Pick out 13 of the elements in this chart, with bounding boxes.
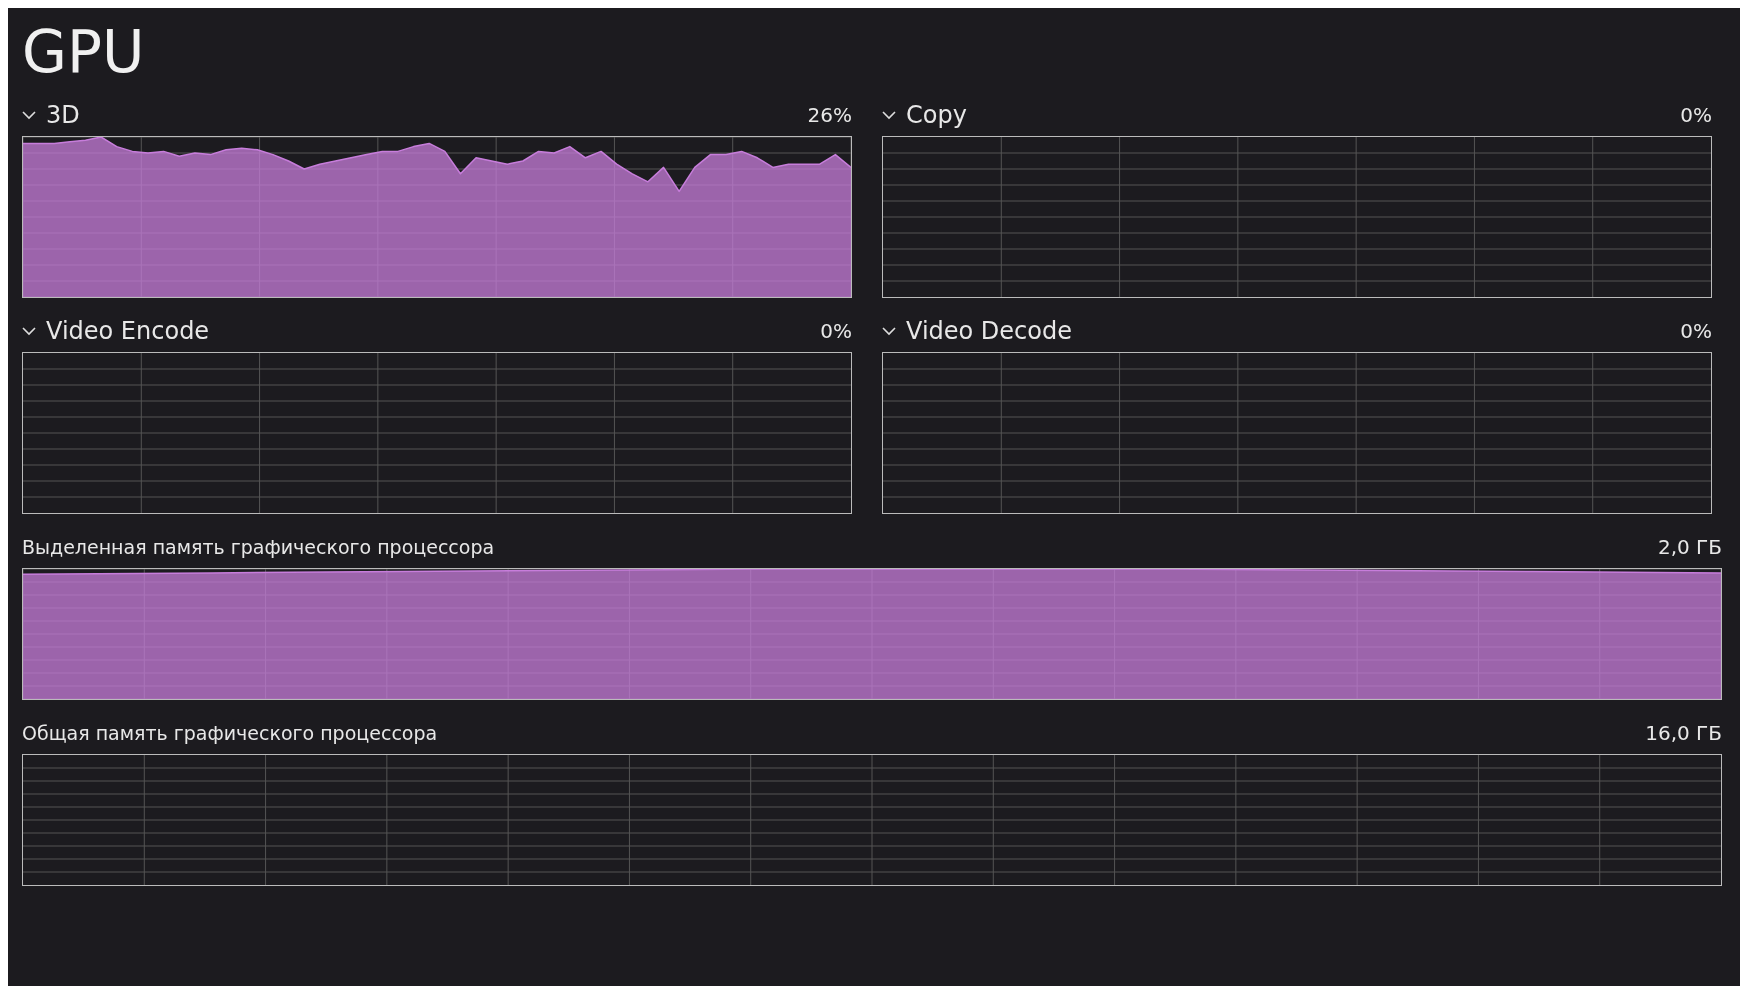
chart-title: 3D — [46, 101, 80, 129]
text: Video Encode — [46, 317, 210, 345]
text: Video Decode — [906, 317, 1072, 345]
text: GPU — [22, 18, 146, 86]
text: Copy — [906, 101, 967, 129]
text: 26% — [807, 103, 852, 127]
text: 0% — [1680, 319, 1712, 343]
text: 0% — [820, 319, 852, 343]
text: 0% — [1680, 103, 1712, 127]
chart-title: Выделенная память графического процессора — [22, 536, 495, 558]
text: 2,0 ГБ — [1657, 535, 1722, 559]
text: Общая память графического процессора — [22, 722, 438, 744]
text: 16,0 ГБ — [1645, 721, 1722, 745]
